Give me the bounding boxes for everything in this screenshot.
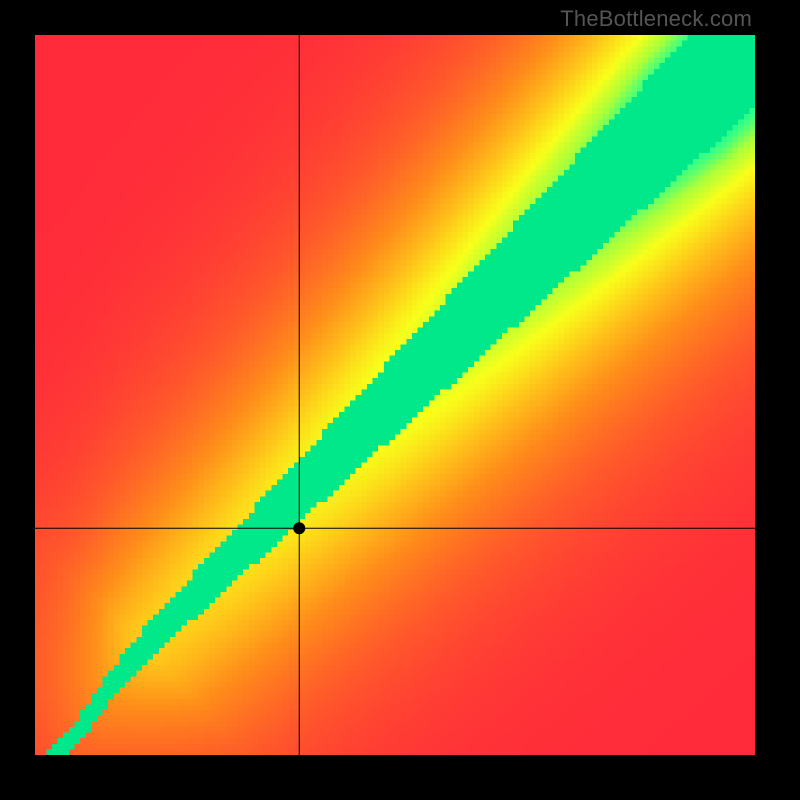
chart-container: { "watermark": { "text": "TheBottleneck.…: [0, 0, 800, 800]
bottleneck-heatmap: [35, 35, 755, 755]
watermark-text: TheBottleneck.com: [560, 6, 752, 32]
